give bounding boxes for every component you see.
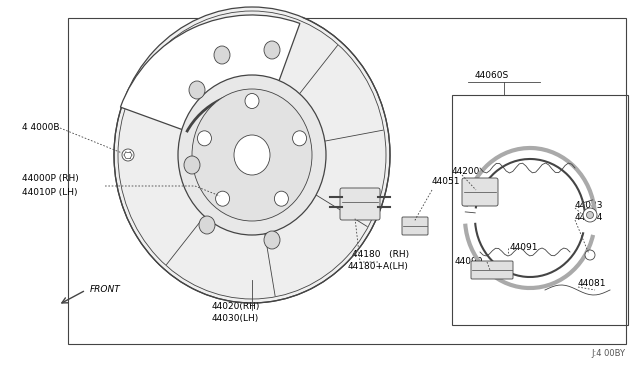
FancyBboxPatch shape	[340, 188, 380, 220]
Ellipse shape	[275, 191, 289, 206]
Ellipse shape	[178, 75, 326, 235]
Ellipse shape	[264, 41, 280, 59]
Text: 44090: 44090	[455, 257, 483, 266]
Ellipse shape	[184, 156, 200, 174]
Text: FRONT: FRONT	[90, 285, 121, 294]
Text: 44180+A(LH): 44180+A(LH)	[348, 263, 409, 272]
Text: 44083: 44083	[575, 201, 604, 209]
Circle shape	[122, 149, 134, 161]
FancyBboxPatch shape	[462, 178, 498, 206]
Ellipse shape	[199, 216, 215, 234]
Ellipse shape	[118, 11, 386, 299]
Ellipse shape	[234, 135, 270, 175]
Ellipse shape	[189, 81, 205, 99]
FancyBboxPatch shape	[402, 217, 428, 235]
Ellipse shape	[264, 231, 280, 249]
Ellipse shape	[216, 191, 230, 206]
Text: 44091: 44091	[510, 244, 538, 253]
Text: 44180   (RH): 44180 (RH)	[352, 250, 409, 260]
Text: 44060S: 44060S	[475, 71, 509, 80]
Text: 44200: 44200	[452, 167, 481, 176]
Circle shape	[586, 212, 593, 218]
Text: 44084: 44084	[575, 214, 604, 222]
Ellipse shape	[192, 89, 312, 221]
Bar	[68, 18, 626, 344]
Text: 44081: 44081	[578, 279, 607, 289]
Ellipse shape	[292, 131, 307, 146]
Text: 44051: 44051	[432, 177, 461, 186]
Wedge shape	[120, 15, 300, 155]
Text: 44030(LH): 44030(LH)	[212, 314, 259, 324]
Text: 44020(RH): 44020(RH)	[212, 302, 260, 311]
Text: 44010P (LH): 44010P (LH)	[22, 187, 77, 196]
Bar	[452, 95, 628, 325]
Ellipse shape	[114, 7, 390, 303]
Text: 44000P (RH): 44000P (RH)	[22, 173, 79, 183]
Circle shape	[583, 208, 597, 222]
Circle shape	[585, 250, 595, 260]
FancyBboxPatch shape	[471, 261, 513, 279]
Text: J:4 00BY: J:4 00BY	[591, 349, 625, 358]
Ellipse shape	[198, 131, 211, 146]
Ellipse shape	[214, 46, 230, 64]
Text: 4 4000B: 4 4000B	[22, 124, 60, 132]
Ellipse shape	[245, 93, 259, 109]
